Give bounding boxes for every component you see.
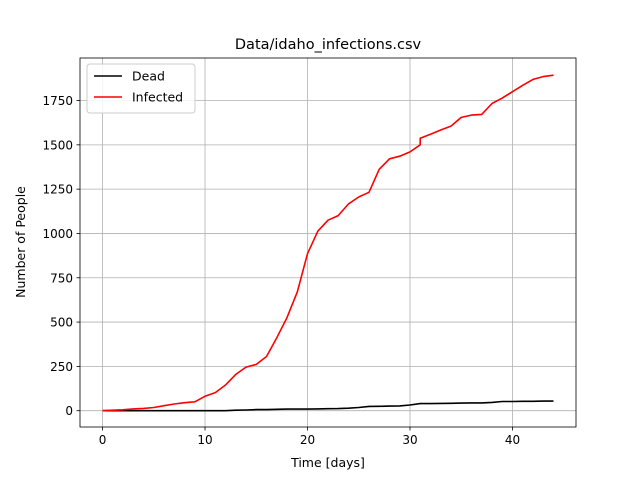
x-tick-label: 0 (99, 433, 107, 447)
chart-title: Data/idaho_infections.csv (235, 37, 422, 53)
y-tick-label: 1000 (42, 227, 73, 241)
legend: Dead Infected (86, 63, 196, 114)
x-tick-label: 40 (505, 433, 520, 447)
y-tick-label: 750 (50, 271, 73, 285)
axis-ticks: 0 10 20 30 40 0 250 500 750 1000 1250 1500 1750 (42, 94, 520, 447)
y-tick-label: 0 (65, 404, 73, 418)
y-axis-label: Number of People (13, 186, 28, 298)
plot-area (80, 58, 576, 427)
legend-label-dead: Dead (132, 69, 165, 84)
data-series (102, 74, 554, 412)
y-tick-label: 1250 (42, 183, 73, 197)
x-tick-label: 20 (300, 433, 315, 447)
y-tick-label: 250 (50, 360, 73, 374)
x-tick-label: 10 (197, 433, 212, 447)
plot-frame (79, 57, 577, 428)
x-tick-label: 30 (402, 433, 417, 447)
legend-label-infected: Infected (132, 90, 183, 105)
series-line-infected (102, 74, 554, 412)
x-axis-label: Time [days] (290, 455, 365, 470)
series-line-dead (102, 400, 554, 412)
y-tick-label: 1500 (42, 138, 73, 152)
y-tick-label: 1750 (42, 94, 73, 108)
y-tick-label: 500 (50, 316, 73, 330)
